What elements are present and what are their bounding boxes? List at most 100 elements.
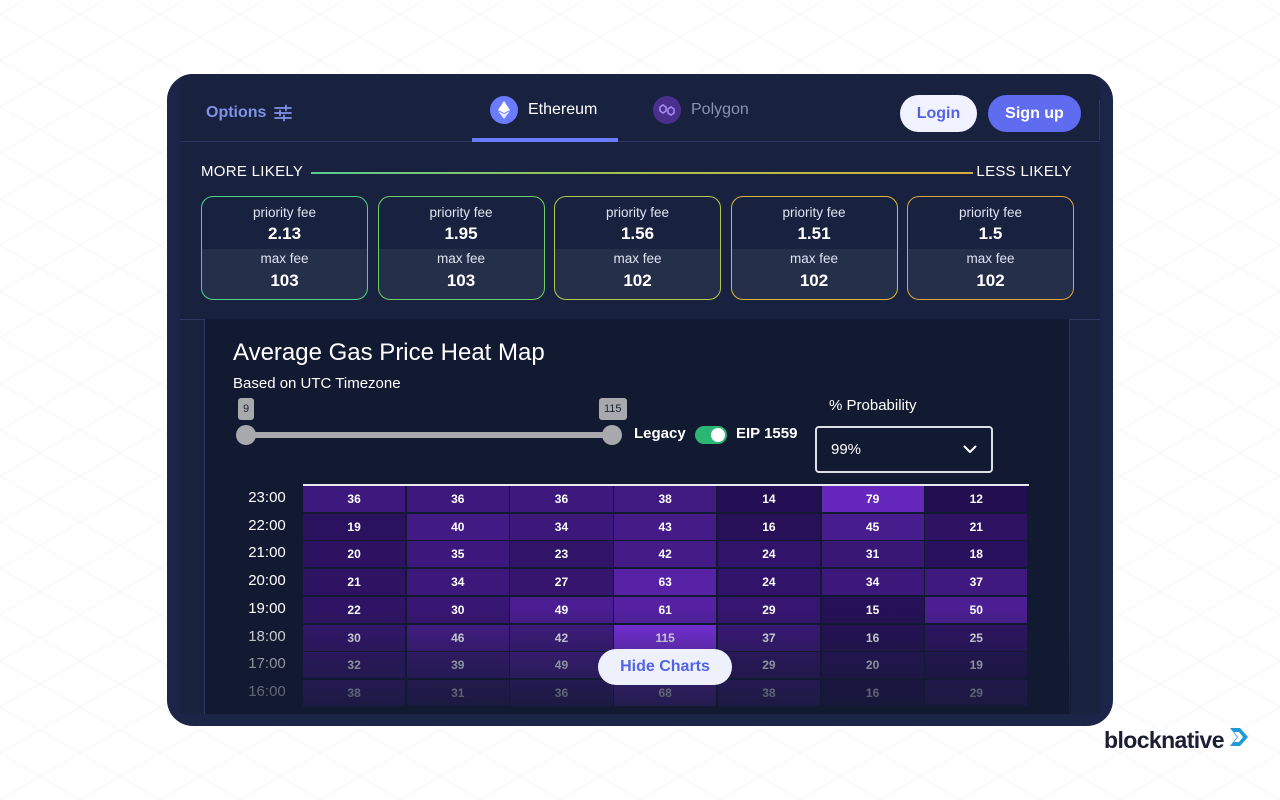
hide-charts-button[interactable]: Hide Charts — [598, 649, 732, 685]
heatmap-cell[interactable]: 18 — [925, 541, 1028, 568]
heatmap-cell[interactable]: 19 — [303, 513, 406, 540]
heatmap-cell[interactable]: 38 — [614, 486, 717, 512]
fee-card[interactable]: priority fee 2.13 max fee 103 — [201, 196, 368, 300]
heatmap-cell[interactable]: 20 — [303, 541, 406, 568]
heatmap-cell[interactable]: 115 — [614, 624, 717, 651]
heatmap-row: 22:00 19 40 34 43 16 45 21 — [205, 513, 1071, 542]
heatmap-time-label: 16:00 — [248, 682, 286, 700]
max-fee-label: max fee — [966, 251, 1015, 266]
heatmap-cell[interactable]: 38 — [717, 679, 820, 706]
likelihood-gradient-line — [311, 172, 973, 174]
heatmap-cell[interactable]: 42 — [510, 624, 613, 651]
heatmap-cell[interactable]: 43 — [614, 513, 717, 540]
max-fee-label: max fee — [436, 251, 486, 266]
heatmap-cell[interactable]: 20 — [821, 652, 924, 679]
heatmap-cell[interactable]: 34 — [821, 569, 924, 596]
tab-polygon[interactable]: Polygon — [635, 96, 765, 142]
heatmap-cell[interactable]: 27 — [510, 569, 613, 596]
fee-card[interactable]: priority fee 1.56 max fee 102 — [554, 196, 721, 300]
heatmap-cell[interactable]: 31 — [821, 541, 924, 568]
heatmap-cell[interactable]: 37 — [925, 569, 1028, 596]
priority-fee-label: priority fee — [782, 205, 846, 220]
heatmap-cell[interactable]: 36 — [510, 486, 613, 512]
priority-fee-label: priority fee — [429, 205, 493, 220]
heatmap-cell[interactable]: 46 — [406, 624, 509, 651]
tab-ethereum-label: Ethereum — [528, 101, 598, 118]
slider-max-tooltip: 115 — [599, 398, 627, 420]
heatmap-cell[interactable]: 36 — [406, 486, 509, 512]
heatmap-cell[interactable]: 79 — [821, 486, 924, 512]
heatmap-cell[interactable]: 31 — [406, 679, 509, 706]
heatmap-cell[interactable]: 30 — [303, 624, 406, 651]
options-button[interactable]: Options — [206, 104, 293, 122]
heatmap-time-label: 18:00 — [248, 627, 286, 645]
heatmap-cell[interactable]: 34 — [510, 513, 613, 540]
heatmap-cell[interactable]: 19 — [925, 652, 1028, 679]
range-slider-min-handle[interactable] — [236, 425, 256, 445]
heatmap-cell[interactable]: 38 — [303, 679, 406, 706]
heatmap-cell[interactable]: 32 — [303, 652, 406, 679]
max-fee-label: max fee — [789, 251, 839, 266]
heatmap-cell[interactable]: 24 — [717, 569, 820, 596]
heatmap-cell[interactable]: 61 — [614, 596, 717, 623]
legacy-eip-toggle[interactable] — [695, 426, 727, 444]
heatmap-cell[interactable]: 49 — [510, 596, 613, 623]
heatmap-cell[interactable]: 29 — [717, 652, 820, 679]
heatmap-row: 23:00 36 36 36 38 14 79 12 — [205, 486, 1071, 514]
brand-name: blocknative — [1104, 726, 1225, 753]
priority-fee-value: 1.5 — [978, 224, 1003, 243]
heatmap-cell[interactable]: 16 — [821, 624, 924, 651]
heatmap-cell[interactable]: 36 — [510, 679, 613, 706]
heatmap-time-label: 23:00 — [248, 489, 286, 506]
max-fee-section: max fee 103 — [202, 249, 367, 299]
heatmap-cell[interactable]: 15 — [821, 596, 924, 623]
heatmap-cell[interactable]: 14 — [717, 486, 820, 512]
heatmap-title: Average Gas Price Heat Map — [233, 339, 545, 366]
app-frame: Options Ethereum — [167, 74, 1113, 726]
heatmap-cell[interactable]: 37 — [717, 624, 820, 651]
heatmap-cell[interactable]: 12 — [925, 486, 1028, 512]
priority-fee-value: 1.95 — [444, 224, 478, 243]
heatmap-cell[interactable]: 30 — [406, 596, 509, 623]
fee-card[interactable]: priority fee 1.95 max fee 103 — [377, 196, 545, 300]
heatmap-cell[interactable]: 50 — [925, 596, 1028, 623]
max-fee-section: max fee 102 — [731, 249, 897, 299]
heatmap-cell[interactable]: 22 — [303, 596, 406, 623]
range-slider-track[interactable] — [245, 432, 610, 438]
heatmap-time-label: 17:00 — [248, 655, 286, 673]
less-likely-label: LESS LIKELY — [976, 163, 1072, 180]
ethereum-icon — [490, 96, 518, 124]
heatmap-cell[interactable]: 34 — [406, 569, 509, 596]
fee-card[interactable]: priority fee 1.5 max fee 102 — [907, 196, 1074, 300]
heatmap-cell[interactable]: 16 — [821, 679, 924, 706]
priority-fee-value: 2.13 — [267, 224, 302, 243]
blocknative-logo: blocknative — [1104, 726, 1250, 754]
heatmap-cell[interactable]: 40 — [406, 513, 509, 540]
heatmap-cell[interactable]: 21 — [303, 569, 406, 596]
more-likely-label: MORE LIKELY — [201, 163, 304, 180]
heatmap-cell[interactable]: 23 — [510, 541, 613, 568]
max-fee-value: 103 — [446, 271, 476, 290]
tab-ethereum[interactable]: Ethereum — [472, 96, 618, 142]
heatmap-cell[interactable]: 25 — [925, 624, 1028, 651]
fee-card[interactable]: priority fee 1.51 max fee 102 — [730, 196, 898, 300]
heatmap-cell[interactable]: 45 — [821, 513, 924, 540]
signup-button[interactable]: Sign up — [988, 95, 1081, 132]
heatmap-cell[interactable]: 36 — [303, 486, 406, 512]
range-slider-max-handle[interactable] — [602, 425, 622, 445]
heatmap-cell[interactable]: 24 — [717, 541, 820, 568]
max-fee-label: max fee — [260, 251, 309, 266]
heatmap-subtitle: Based on UTC Timezone — [233, 375, 401, 392]
heatmap-cell[interactable]: 35 — [406, 541, 509, 568]
heatmap-cell[interactable]: 39 — [406, 652, 509, 679]
priority-fee-value: 1.51 — [797, 224, 831, 243]
heatmap-cell[interactable]: 29 — [717, 596, 820, 623]
heatmap-cell[interactable]: 29 — [925, 679, 1028, 706]
heatmap-cell[interactable]: 42 — [614, 541, 717, 568]
heatmap-cell[interactable]: 16 — [717, 513, 820, 540]
login-button[interactable]: Login — [900, 95, 977, 132]
probability-select[interactable]: 99% — [815, 426, 993, 473]
nav-divider — [1099, 100, 1100, 140]
heatmap-cell[interactable]: 63 — [614, 569, 717, 596]
heatmap-cell[interactable]: 21 — [925, 513, 1028, 540]
